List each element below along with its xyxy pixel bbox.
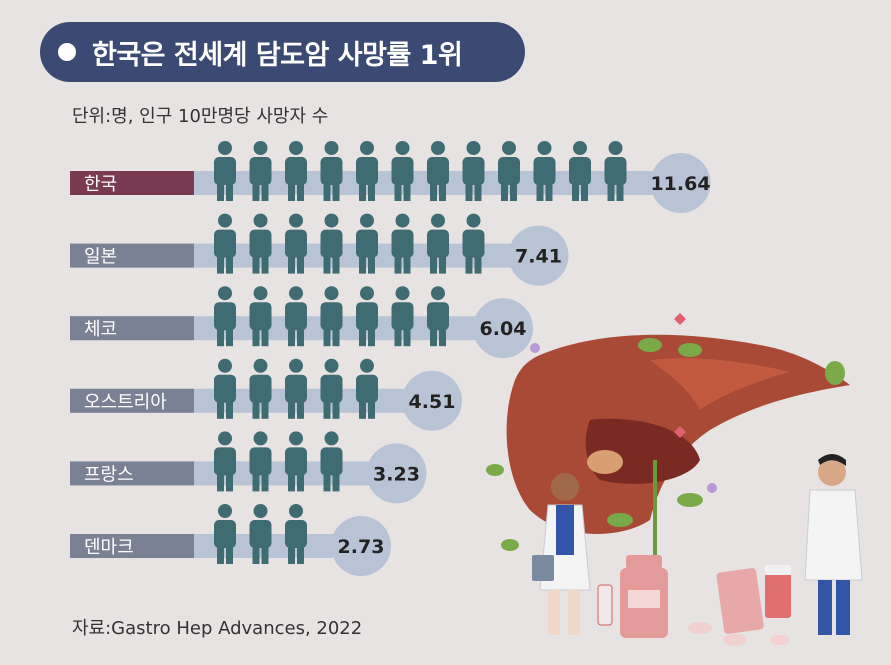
chart-row: 덴마크 2.73 — [70, 504, 391, 576]
person-icon — [285, 141, 307, 201]
person-icon — [320, 213, 343, 274]
category-label: 오스트리아 — [84, 392, 167, 413]
category-label-box — [70, 534, 194, 558]
category-label-box — [70, 388, 194, 413]
person-icon — [249, 141, 272, 201]
person-icon — [391, 141, 414, 201]
liver-illustration-icon — [486, 313, 863, 646]
data-label: 7.41 — [515, 246, 562, 268]
person-icon — [285, 504, 307, 564]
category-label: 일본 — [84, 247, 117, 268]
person-icon — [320, 358, 343, 419]
person-icon — [427, 286, 449, 347]
person-icon — [285, 286, 307, 347]
person-icon — [320, 286, 343, 347]
data-label: 11.64 — [650, 173, 710, 195]
bullet-dot-icon — [58, 43, 76, 61]
value-circle — [366, 443, 427, 504]
chart-row: 프랑스 3.23 — [70, 431, 427, 504]
person-icon — [249, 504, 272, 564]
data-label: 6.04 — [480, 318, 527, 340]
chart-row: 오스트리아 4.51 — [70, 358, 462, 431]
person-icon — [285, 213, 307, 274]
category-label: 프랑스 — [84, 464, 134, 485]
title-banner: 한국은 전세계 담도암 사망률 1위 — [40, 22, 525, 82]
person-icon — [356, 286, 378, 347]
person-icon — [214, 358, 236, 419]
value-circle — [331, 516, 391, 576]
chart-row: 일본 7.41 — [70, 213, 569, 286]
person-icon — [214, 213, 236, 274]
data-label: 4.51 — [409, 391, 456, 413]
person-icon — [249, 286, 272, 347]
person-icon — [569, 141, 591, 201]
person-icon — [462, 141, 485, 201]
person-icon — [320, 141, 343, 201]
person-icon — [356, 141, 378, 201]
person-icon — [604, 141, 627, 201]
person-icon — [249, 213, 272, 274]
category-label-box — [70, 171, 194, 195]
person-icon — [214, 431, 236, 492]
person-icon — [462, 213, 485, 274]
data-label: 2.73 — [338, 536, 385, 558]
source-note: 자료:Gastro Hep Advances, 2022 — [72, 618, 363, 639]
person-icon — [285, 358, 307, 419]
category-label-box — [70, 461, 194, 486]
person-icon — [391, 213, 414, 274]
unit-note: 단위:명, 인구 10만명당 사망자 수 — [72, 106, 329, 127]
page-title: 한국은 전세계 담도암 사망률 1위 — [92, 39, 463, 71]
category-label: 한국 — [84, 174, 117, 195]
person-icon — [356, 358, 378, 419]
person-icon — [427, 141, 449, 201]
category-label: 체코 — [84, 319, 117, 340]
category-label-box — [70, 316, 194, 341]
value-circle — [508, 225, 569, 286]
person-icon — [320, 431, 343, 492]
person-icon — [285, 431, 307, 492]
chart-row: 체코 6.04 — [70, 286, 533, 359]
category-label: 덴마크 — [84, 537, 134, 558]
person-icon — [533, 141, 556, 201]
category-label-box — [70, 243, 194, 268]
person-icon — [249, 431, 272, 492]
value-circle — [650, 153, 711, 213]
data-label: 3.23 — [373, 463, 420, 485]
value-circle — [402, 370, 462, 431]
person-icon — [391, 286, 414, 347]
person-icon — [249, 358, 272, 419]
value-circle — [473, 298, 533, 359]
person-icon — [356, 213, 378, 274]
person-icon — [214, 141, 236, 201]
chart-row: 한국 11.64 — [70, 141, 711, 213]
person-icon — [214, 286, 236, 347]
person-icon — [427, 213, 449, 274]
person-icon — [498, 141, 520, 201]
person-icon — [214, 504, 236, 564]
